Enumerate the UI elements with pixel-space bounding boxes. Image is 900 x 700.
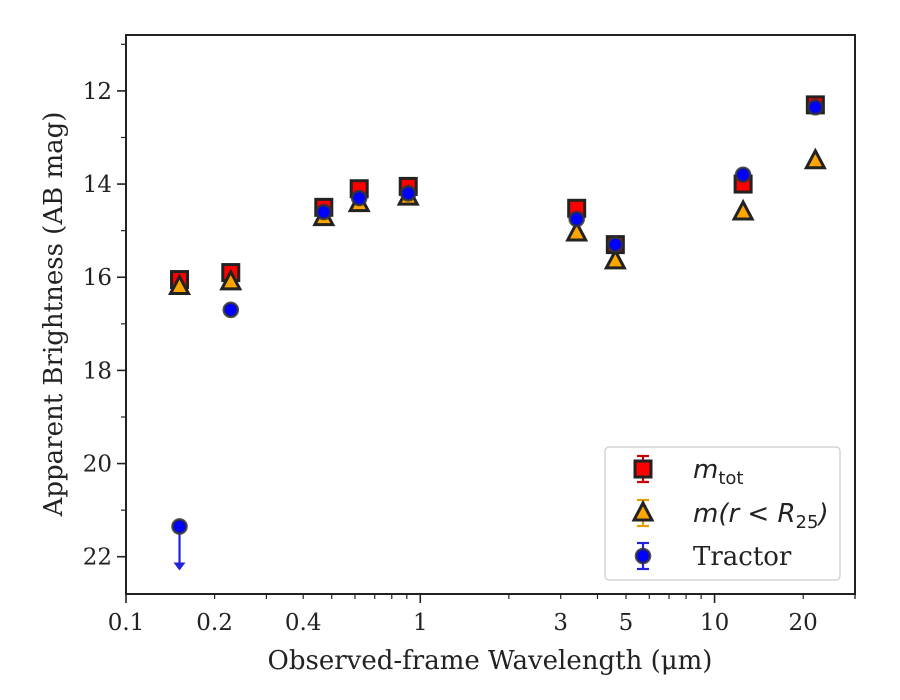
data-point bbox=[734, 166, 752, 184]
y-axis: 12 14 16 18 20 22 bbox=[83, 43, 126, 571]
data-point bbox=[568, 210, 586, 228]
data-point bbox=[399, 185, 417, 202]
data-point bbox=[168, 273, 192, 296]
x-tick-label: 0.1 bbox=[108, 610, 145, 636]
legend-label: mtot bbox=[693, 455, 743, 489]
data-point bbox=[607, 236, 624, 253]
series-Tractor bbox=[171, 98, 824, 571]
y-axis-label: Apparent Brightness (AB mag) bbox=[39, 112, 69, 518]
legend-marker bbox=[634, 547, 652, 565]
y-tick-label: 20 bbox=[83, 452, 112, 478]
upper-limit-arrowhead bbox=[173, 562, 186, 571]
data-point bbox=[565, 219, 589, 242]
plot-frame bbox=[125, 34, 856, 595]
x-tick-label: 1 bbox=[413, 610, 428, 636]
data-point bbox=[731, 198, 755, 221]
data-point bbox=[350, 189, 368, 207]
data-point bbox=[315, 203, 333, 221]
legend-label: m(r < R25) bbox=[693, 499, 829, 533]
y-tick-label: 12 bbox=[83, 79, 112, 105]
legend-marker bbox=[631, 499, 655, 522]
x-axis: 0.1 0.2 0.4 1 3 5 10 20 bbox=[108, 594, 856, 636]
data-point bbox=[171, 518, 188, 535]
legend: mtot m(r < R25) Tractor bbox=[604, 446, 841, 581]
series-triangle bbox=[168, 147, 827, 296]
x-tick-label: 3 bbox=[553, 610, 568, 636]
x-tick-label: 0.4 bbox=[285, 610, 322, 636]
data-point bbox=[219, 268, 243, 291]
x-tick-label: 0.2 bbox=[196, 610, 233, 636]
data-points bbox=[168, 95, 827, 571]
y-tick-label: 18 bbox=[83, 358, 112, 384]
legend-marker bbox=[633, 459, 653, 479]
x-tick-label: 20 bbox=[789, 610, 818, 636]
y-tick-label: 14 bbox=[83, 172, 112, 198]
y-tick-label: 22 bbox=[83, 545, 112, 571]
legend-label: Tractor bbox=[693, 542, 792, 572]
data-point bbox=[807, 98, 824, 116]
legend-box bbox=[604, 446, 841, 581]
y-tick-label: 16 bbox=[83, 265, 112, 291]
data-point bbox=[222, 301, 240, 319]
data-point bbox=[803, 147, 827, 170]
data-point bbox=[603, 247, 627, 270]
series-square bbox=[170, 95, 825, 290]
x-axis-label: Observed-frame Wavelength (μm) bbox=[268, 646, 713, 676]
x-tick-label: 10 bbox=[700, 610, 729, 636]
x-tick-label: 5 bbox=[619, 610, 634, 636]
